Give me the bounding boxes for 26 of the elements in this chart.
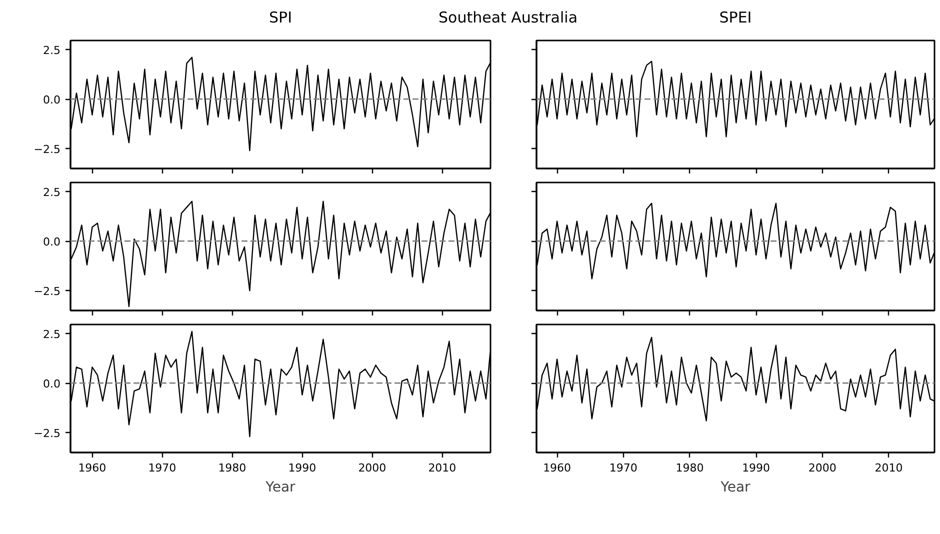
x-tick-label: 1980 [218, 462, 246, 474]
chart-title: SPI [269, 8, 292, 26]
x-tick-label: 1960 [543, 462, 572, 474]
text: Southeat Australia [438, 8, 578, 26]
x-axis-title: Year [720, 480, 751, 496]
x-tick-label: 2010 [874, 462, 903, 474]
y-tick-label: 2.5 [43, 186, 61, 199]
chart-title: SPEI [719, 8, 752, 26]
x-axis-title: Year [264, 480, 296, 496]
x-tick-label: 1990 [288, 462, 316, 474]
y-tick-label: −2.5 [34, 285, 61, 298]
y-tick-label: 0.0 [43, 236, 61, 249]
y-tick-label: 0.0 [43, 378, 61, 391]
y-tick-label: 2.5 [43, 44, 61, 57]
x-tick-label: 1960 [78, 462, 106, 474]
y-tick-label: 2.5 [43, 328, 61, 341]
y-tick-label: −2.5 [34, 143, 61, 156]
x-tick-label: 1970 [148, 462, 176, 474]
x-tick-label: 1990 [742, 462, 770, 474]
x-tick-label: 1970 [609, 462, 638, 474]
x-tick-label: 2010 [428, 462, 456, 474]
y-tick-label: 0.0 [43, 94, 61, 107]
x-tick-label: 2000 [808, 462, 836, 474]
x-tick-label: 1980 [676, 462, 704, 474]
x-tick-label: 2000 [358, 462, 386, 474]
y-tick-label: −2.5 [34, 427, 61, 440]
